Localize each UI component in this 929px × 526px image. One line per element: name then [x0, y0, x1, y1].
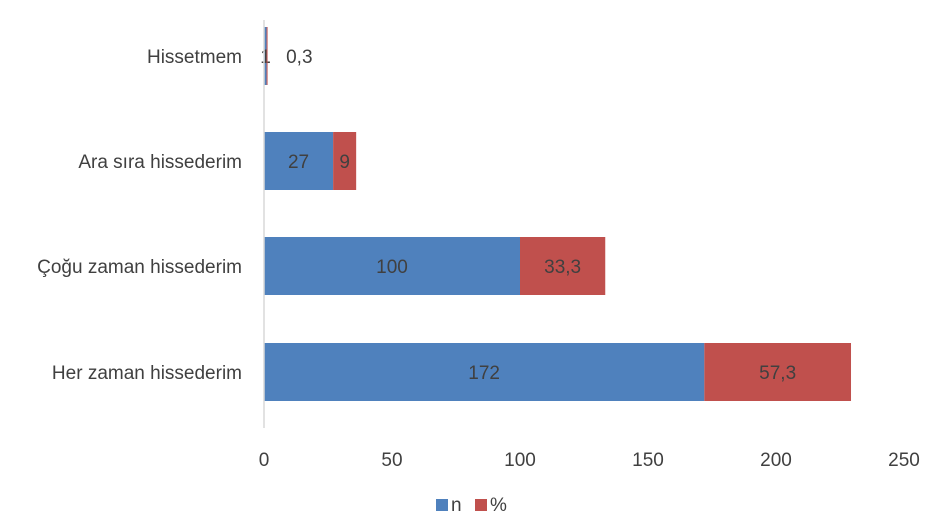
- bar-percent-1: [520, 237, 606, 295]
- data-label-percent-3: 0,3: [286, 47, 312, 68]
- tick-label-250: 250: [888, 450, 920, 471]
- category-label-0: Her zaman hissederim: [52, 363, 242, 384]
- data-label-n-1: 100: [376, 257, 408, 278]
- category-label-3: Hissetmem: [147, 47, 242, 68]
- bar-percent-3: [266, 27, 268, 85]
- data-label-n-2: 27: [288, 152, 309, 173]
- legend-swatch-percent: [475, 499, 487, 511]
- tick-label-100: 100: [504, 450, 536, 471]
- tick-label-50: 50: [381, 450, 402, 471]
- bar-percent-2: [333, 132, 357, 190]
- legend-swatch-n: [436, 499, 448, 511]
- data-label-percent-0: 57,3: [759, 363, 796, 384]
- data-label-percent-1: 33,3: [544, 257, 581, 278]
- legend: n%: [436, 495, 507, 516]
- legend-label-percent: %: [490, 495, 507, 516]
- bar-n-2: [264, 132, 334, 190]
- category-label-1: Çoğu zaman hissederim: [37, 257, 242, 278]
- bars-layer: 172 57,3 100 33,3 27 9 1 0,3: [260, 27, 852, 401]
- bar-n-1: [264, 237, 520, 295]
- value-axis-tick-labels: 0 50 100 150 200 250: [259, 450, 920, 471]
- data-label-n-3: 1: [260, 47, 271, 68]
- category-labels: Her zaman hissederim Çoğu zaman hissederi…: [37, 47, 242, 384]
- data-label-percent-2: 9: [339, 152, 350, 173]
- category-label-2: Ara sıra hissederim: [78, 152, 242, 173]
- data-label-n-0: 172: [468, 363, 500, 384]
- tick-label-150: 150: [632, 450, 664, 471]
- tick-label-0: 0: [259, 450, 270, 471]
- legend-label-n: n: [451, 495, 462, 516]
- tick-label-200: 200: [760, 450, 792, 471]
- bar-n-3: [264, 27, 267, 85]
- bar-n-0: [264, 343, 705, 401]
- bar-percent-0: [704, 343, 852, 401]
